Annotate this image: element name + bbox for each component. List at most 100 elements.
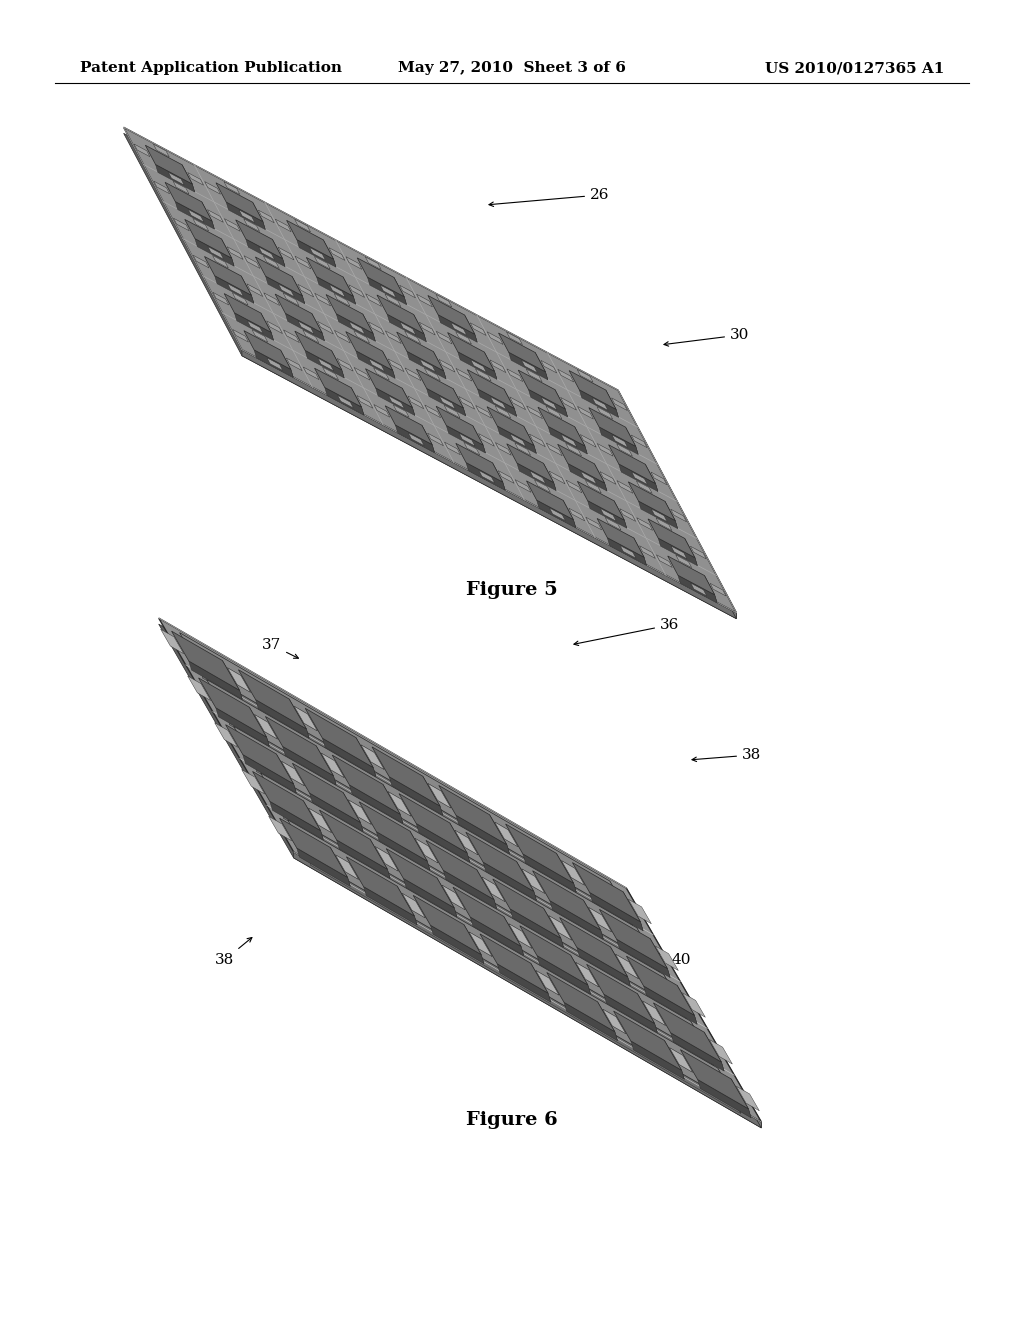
Polygon shape — [685, 539, 697, 566]
Polygon shape — [464, 924, 484, 964]
Polygon shape — [370, 840, 390, 878]
Polygon shape — [697, 1080, 752, 1118]
Text: Patent Application Publication: Patent Application Publication — [80, 61, 342, 75]
Polygon shape — [510, 397, 525, 409]
Polygon shape — [550, 900, 603, 939]
Polygon shape — [678, 576, 717, 603]
Polygon shape — [618, 391, 736, 619]
Polygon shape — [456, 368, 472, 381]
Polygon shape — [244, 330, 291, 370]
Polygon shape — [559, 917, 628, 977]
Polygon shape — [314, 368, 361, 407]
Polygon shape — [284, 812, 714, 1067]
Polygon shape — [308, 808, 332, 833]
Polygon shape — [637, 928, 659, 973]
Polygon shape — [477, 389, 517, 416]
Polygon shape — [369, 359, 385, 371]
Polygon shape — [599, 426, 638, 454]
Polygon shape — [575, 962, 599, 987]
Polygon shape — [351, 388, 364, 414]
Polygon shape — [523, 426, 537, 454]
Polygon shape — [309, 247, 326, 260]
Polygon shape — [334, 293, 350, 306]
Polygon shape — [386, 849, 455, 908]
Polygon shape — [427, 388, 466, 416]
Polygon shape — [597, 407, 612, 420]
Polygon shape — [627, 956, 694, 1015]
Polygon shape — [456, 331, 471, 345]
Polygon shape — [671, 510, 686, 521]
Polygon shape — [413, 895, 481, 954]
Polygon shape — [227, 284, 244, 296]
Polygon shape — [680, 1049, 749, 1109]
Polygon shape — [267, 358, 283, 371]
Polygon shape — [215, 723, 238, 747]
Polygon shape — [406, 368, 421, 380]
Polygon shape — [161, 630, 183, 653]
Polygon shape — [542, 397, 557, 411]
Polygon shape — [526, 407, 543, 418]
Text: 26: 26 — [489, 187, 609, 206]
Polygon shape — [247, 284, 263, 297]
Polygon shape — [736, 1086, 760, 1111]
Polygon shape — [281, 350, 293, 378]
Polygon shape — [568, 463, 607, 491]
Polygon shape — [329, 248, 345, 260]
Polygon shape — [288, 820, 740, 1107]
Polygon shape — [466, 832, 534, 891]
Polygon shape — [575, 962, 599, 987]
Polygon shape — [603, 1008, 626, 1034]
Polygon shape — [387, 314, 426, 342]
Polygon shape — [561, 861, 585, 886]
Polygon shape — [581, 434, 596, 447]
Polygon shape — [504, 916, 523, 956]
Polygon shape — [224, 293, 271, 333]
Polygon shape — [286, 313, 325, 341]
Polygon shape — [308, 808, 332, 833]
Polygon shape — [544, 463, 556, 491]
Polygon shape — [236, 220, 283, 259]
Polygon shape — [578, 482, 625, 520]
Polygon shape — [316, 746, 336, 784]
Polygon shape — [208, 247, 223, 259]
Polygon shape — [397, 886, 417, 925]
Polygon shape — [498, 964, 551, 1002]
Polygon shape — [187, 173, 204, 185]
Polygon shape — [447, 333, 495, 371]
Polygon shape — [642, 1001, 666, 1026]
Polygon shape — [577, 948, 631, 986]
Polygon shape — [337, 359, 353, 371]
Polygon shape — [372, 747, 440, 807]
Polygon shape — [124, 133, 736, 619]
Polygon shape — [705, 576, 717, 603]
Polygon shape — [417, 370, 463, 408]
Polygon shape — [213, 292, 228, 305]
Polygon shape — [305, 709, 373, 767]
Polygon shape — [536, 352, 548, 380]
Polygon shape — [396, 333, 443, 371]
Polygon shape — [298, 321, 314, 334]
Polygon shape — [272, 239, 285, 267]
Polygon shape — [362, 314, 376, 342]
Polygon shape — [173, 181, 189, 194]
Polygon shape — [239, 210, 255, 223]
Polygon shape — [310, 859, 740, 1113]
Polygon shape — [589, 408, 636, 446]
Polygon shape — [229, 718, 659, 973]
Polygon shape — [588, 500, 627, 528]
Polygon shape — [282, 762, 304, 785]
Polygon shape — [603, 1008, 626, 1034]
Polygon shape — [529, 434, 545, 446]
Polygon shape — [195, 239, 234, 267]
Polygon shape — [489, 814, 510, 854]
Polygon shape — [322, 754, 344, 777]
Polygon shape — [402, 388, 415, 416]
Polygon shape — [598, 1002, 617, 1040]
Polygon shape — [546, 407, 562, 418]
Polygon shape — [632, 471, 647, 484]
Polygon shape — [298, 284, 313, 297]
Text: 40: 40 — [615, 940, 691, 968]
Polygon shape — [226, 202, 265, 230]
Polygon shape — [455, 830, 478, 855]
Polygon shape — [620, 508, 636, 521]
